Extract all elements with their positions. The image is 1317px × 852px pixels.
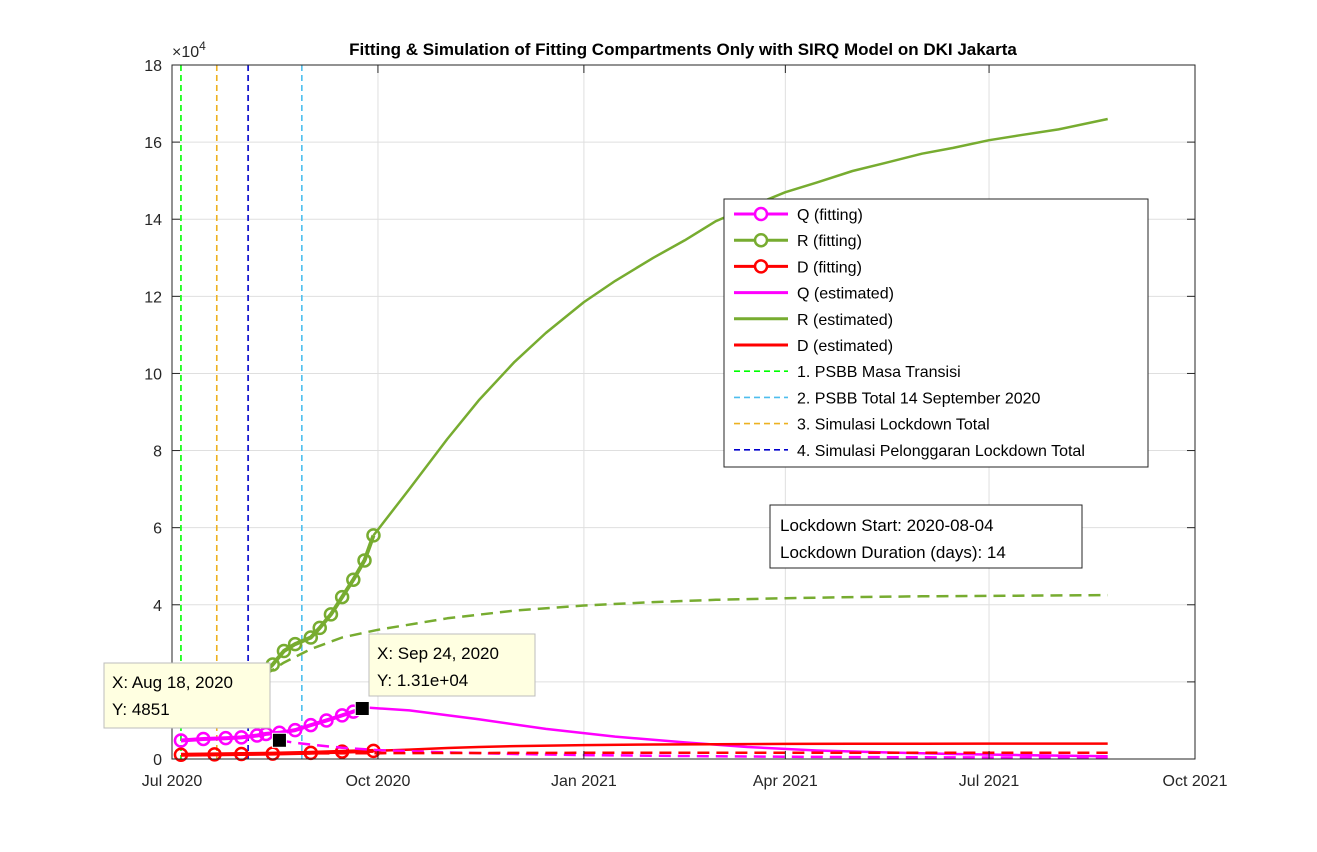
series-marker [276,643,292,659]
legend: Q (fitting) R (fitting) D (fitting) Q (esti… [723,198,1149,468]
y-tick-label: 8 [153,444,162,461]
y-tick-label: 10 [144,366,162,383]
legend-box [723,198,1149,468]
datatip-y-label: Y: 1.31e+04 [377,671,468,690]
series-line [279,751,1108,755]
datatip-x-label: X: Aug 18, 2020 [112,673,233,692]
series-marker [334,744,350,759]
x-tick-label: Jul 2021 [959,773,1020,790]
legend-label: D (fitting) [797,259,862,276]
series-marker [249,728,265,743]
y-tick-label: 12 [144,289,162,306]
datatips: X: Aug 18, 2020 Y: 4851 X: Sep 24, 2020 Y: … [103,633,536,748]
legend-label: R (fitting) [797,233,862,250]
y-tick-label: 14 [144,212,162,229]
y-tick-label: 18 [144,58,162,75]
legend-label: 4. Simulasi Pelonggaran Lockdown Total [797,443,1085,460]
legend-label: Q (estimated) [797,286,894,303]
series-marker [323,607,339,622]
x-tick-label: Jan 2021 [551,773,617,790]
legend-marker [753,232,769,248]
datatip-y-label: Y: 4851 [112,700,170,719]
datatip-marker [354,700,370,716]
legend-marker [753,259,769,274]
datatip-x-label: X: Sep 24, 2020 [377,644,499,663]
info-box: Lockdown Start: 2020-08-04 Lockdown Dura… [769,504,1083,569]
series-group [173,117,1108,763]
series-marker [218,730,233,746]
legend-label: 1. PSBB Masa Transisi [797,364,961,381]
series-marker [303,630,319,645]
series-marker [357,553,372,568]
x-tick-label: Oct 2020 [345,773,410,790]
legend-label: 3. Simulasi Lockdown Total [797,417,990,434]
series-marker [312,620,327,636]
legend-label: 2. PSBB Total 14 September 2020 [797,390,1041,407]
series-marker [173,747,189,763]
info-line-1: Lockdown Start: 2020-08-04 [780,516,994,535]
legend-label: Q (fitting) [797,207,863,224]
vertical-reference-lines [180,65,303,759]
series-marker [346,572,361,587]
legend-marker [753,206,769,222]
series-marker [334,589,350,605]
y-exponent-label: ×104 [172,39,206,61]
series-marker [366,528,381,543]
x-tick-label: Jul 2020 [142,773,203,790]
series-marker [287,722,303,738]
datatip-box [103,662,271,729]
series-line [373,742,1108,753]
legend-label: D (estimated) [797,338,893,355]
plot-frame [171,64,1196,760]
series-marker [303,717,319,733]
series-marker [234,746,249,762]
datatip-marker [271,732,287,748]
series-marker [173,733,189,748]
datatip-box [368,633,536,697]
y-tick-label: 6 [153,521,162,538]
series-line [279,739,1108,760]
series-line [247,593,1108,687]
x-tick-label: Oct 2021 [1163,773,1228,790]
y-tick-label: 4 [153,598,162,615]
legend-label: R (estimated) [797,312,893,329]
series-marker [319,713,334,728]
y-tick-label: 16 [144,135,162,152]
chart-title: Fitting & Simulation of Fitting Compartm… [349,40,1017,59]
series-marker [207,747,222,762]
series-line [180,748,374,757]
info-line-2: Lockdown Duration (days): 14 [780,543,1006,562]
y-tick-label: 0 [153,752,162,769]
ticks: Jul 2020 Oct 2020 Jan 2021 Apr 2021 Jul 2021… [142,58,1228,790]
series-marker [196,731,211,747]
series-marker [287,636,303,652]
series-marker [234,730,249,745]
x-tick-label: Apr 2021 [753,773,818,790]
